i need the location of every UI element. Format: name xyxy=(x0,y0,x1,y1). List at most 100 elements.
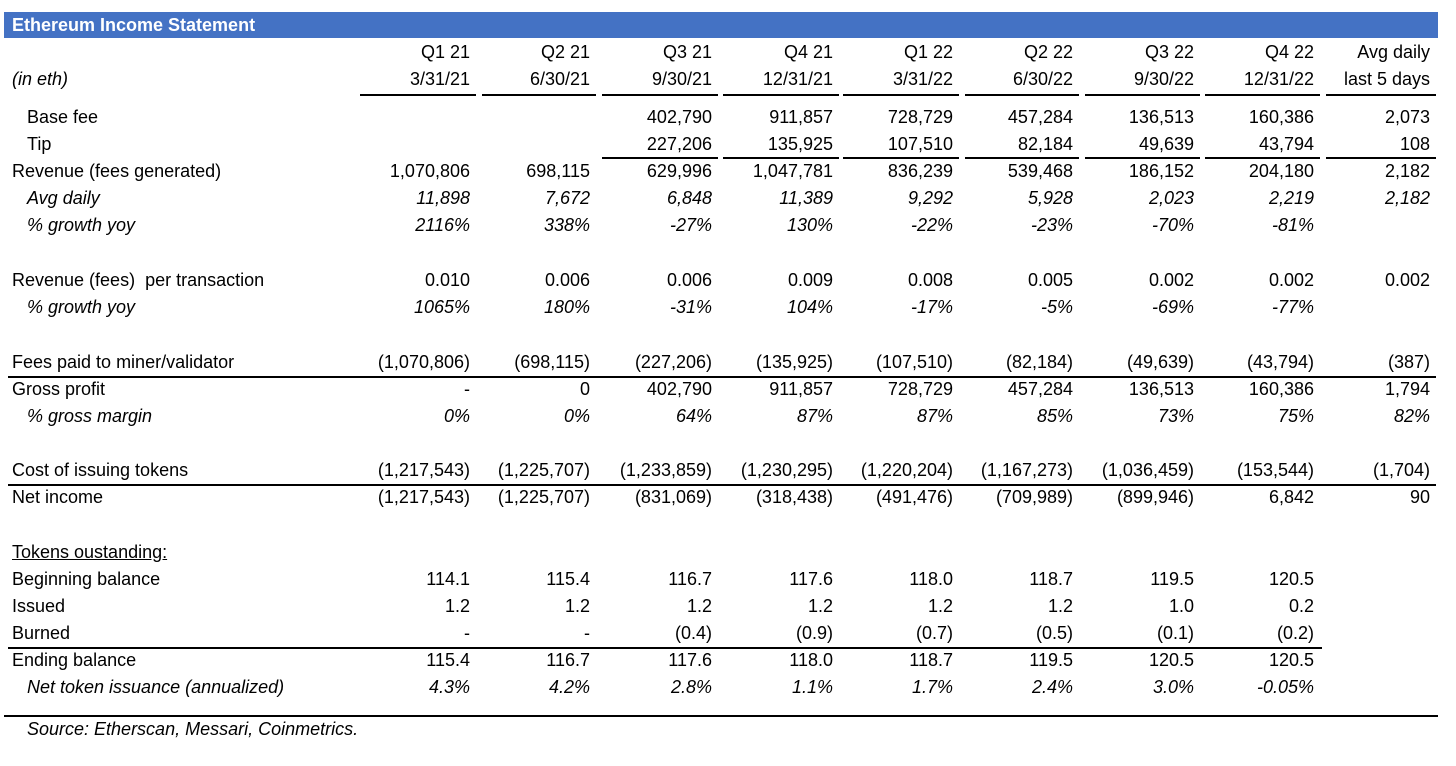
table-cell xyxy=(1312,539,1430,566)
table-cell: -31% xyxy=(669,297,712,317)
table-cell: 457,284 xyxy=(1007,379,1073,399)
table-cell: -17% xyxy=(910,297,953,317)
row-label: Revenue (fees) per transaction xyxy=(12,270,265,290)
header-rule xyxy=(965,94,1079,96)
table-cell: -0.05% xyxy=(1256,677,1314,697)
table-cell: 911,857 xyxy=(769,107,833,127)
table-cell: 911,857 xyxy=(769,379,833,399)
column-header-period: Q1 21 xyxy=(420,42,470,62)
table-cell: -70% xyxy=(1151,215,1194,235)
table-cell: 11,389 xyxy=(779,188,833,208)
table-cell: 338% xyxy=(543,215,590,235)
table-cell: 118.0 xyxy=(909,569,953,589)
table-cell: - xyxy=(584,623,590,643)
table-cell xyxy=(1312,294,1430,321)
header-rule xyxy=(1205,94,1320,96)
title-bar: Ethereum Income Statement xyxy=(4,12,1438,38)
table-cell: (0.2) xyxy=(1276,623,1314,643)
table-cell xyxy=(352,104,470,131)
subtotal-rule xyxy=(843,157,959,159)
table-cell: 2.8% xyxy=(670,677,712,697)
table-cell: (153,544) xyxy=(1236,460,1314,480)
table-cell: (107,510) xyxy=(875,352,953,372)
table-cell: (491,476) xyxy=(875,487,953,507)
column-header-period: Q1 22 xyxy=(903,42,953,62)
table-cell: 0.010 xyxy=(424,270,470,290)
table-cell: 728,729 xyxy=(887,107,953,127)
table-cell: 75% xyxy=(1277,406,1314,426)
table-cell: 9,292 xyxy=(907,188,953,208)
row-label: Tip xyxy=(27,134,52,154)
table-cell: 120.5 xyxy=(1148,650,1194,670)
row-label: Tokens oustanding: xyxy=(12,542,168,562)
table-cell: (227,206) xyxy=(634,352,712,372)
table-cell: 728,729 xyxy=(887,379,953,399)
table-cell: 5,928 xyxy=(1027,188,1073,208)
table-cell: 629,996 xyxy=(646,161,712,181)
table-cell: 118.7 xyxy=(909,650,953,670)
column-header-period: Q3 22 xyxy=(1144,42,1194,62)
table-cell xyxy=(955,539,1073,566)
table-cell: 1.2 xyxy=(807,596,833,616)
table-cell: 107,510 xyxy=(887,134,953,154)
table-cell: 1,047,781 xyxy=(752,161,833,181)
table-cell xyxy=(352,131,470,158)
table-cell: (1,220,204) xyxy=(860,460,953,480)
table-cell: (831,069) xyxy=(634,487,712,507)
column-header-period: Q3 21 xyxy=(662,42,712,62)
table-cell: -27% xyxy=(669,215,712,235)
table-cell: 0 xyxy=(579,379,590,399)
table-cell: 116.7 xyxy=(668,569,712,589)
table-cell: (1,217,543) xyxy=(377,487,470,507)
table-cell: (1,225,707) xyxy=(497,460,590,480)
table-cell: 130% xyxy=(786,215,833,235)
table-cell: 227,206 xyxy=(646,134,712,154)
column-header-period: Q4 22 xyxy=(1264,42,1314,62)
subtotal-rule xyxy=(723,157,839,159)
table-cell: 0.006 xyxy=(544,270,590,290)
table-cell: 3.0% xyxy=(1152,677,1194,697)
table-cell: - xyxy=(464,379,470,399)
table-cell: (0.4) xyxy=(674,623,712,643)
table-cell: 4.3% xyxy=(428,677,470,697)
table-cell: (709,989) xyxy=(995,487,1073,507)
table-cell xyxy=(1196,539,1314,566)
row-label: Gross profit xyxy=(12,379,106,399)
table-cell: 1.2 xyxy=(927,596,953,616)
row-label: Net income xyxy=(12,487,104,507)
table-cell: - xyxy=(464,623,470,643)
table-cell: 43,794 xyxy=(1258,134,1314,154)
table-cell: 160,386 xyxy=(1248,107,1314,127)
header-rule xyxy=(723,94,839,96)
table-cell: (1,704) xyxy=(1372,460,1430,480)
column-header-date: 3/31/21 xyxy=(409,69,470,89)
table-cell: 1.2 xyxy=(564,596,590,616)
table-cell: 0.002 xyxy=(1148,270,1194,290)
table-cell: (1,070,806) xyxy=(377,352,470,372)
table-cell: 136,513 xyxy=(1128,379,1194,399)
table-cell: (1,225,707) xyxy=(497,487,590,507)
table-cell: 186,152 xyxy=(1128,161,1194,181)
row-label: % growth yoy xyxy=(27,215,136,235)
table-cell: 87% xyxy=(916,406,953,426)
table-cell: 116.7 xyxy=(546,650,590,670)
table-cell: -23% xyxy=(1030,215,1073,235)
row-label: Beginning balance xyxy=(12,569,161,589)
row-label: Base fee xyxy=(27,107,99,127)
table-cell xyxy=(472,104,590,131)
table-cell: 2,182 xyxy=(1384,161,1430,181)
table-cell xyxy=(472,131,590,158)
column-header-date: 3/31/22 xyxy=(892,69,953,89)
table-cell: 115.4 xyxy=(546,569,590,589)
column-header-period: Avg daily xyxy=(1357,42,1430,62)
table-cell: 457,284 xyxy=(1007,107,1073,127)
table-cell: 402,790 xyxy=(646,107,712,127)
subtotal-rule xyxy=(1326,157,1436,159)
header-rule xyxy=(360,94,476,96)
table-cell: 1,070,806 xyxy=(389,161,470,181)
row-label: Avg daily xyxy=(27,188,100,208)
subtotal-rule xyxy=(965,157,1079,159)
header-rule xyxy=(1085,94,1200,96)
table-cell: 11,898 xyxy=(416,188,470,208)
table-cell: (0.1) xyxy=(1156,623,1194,643)
